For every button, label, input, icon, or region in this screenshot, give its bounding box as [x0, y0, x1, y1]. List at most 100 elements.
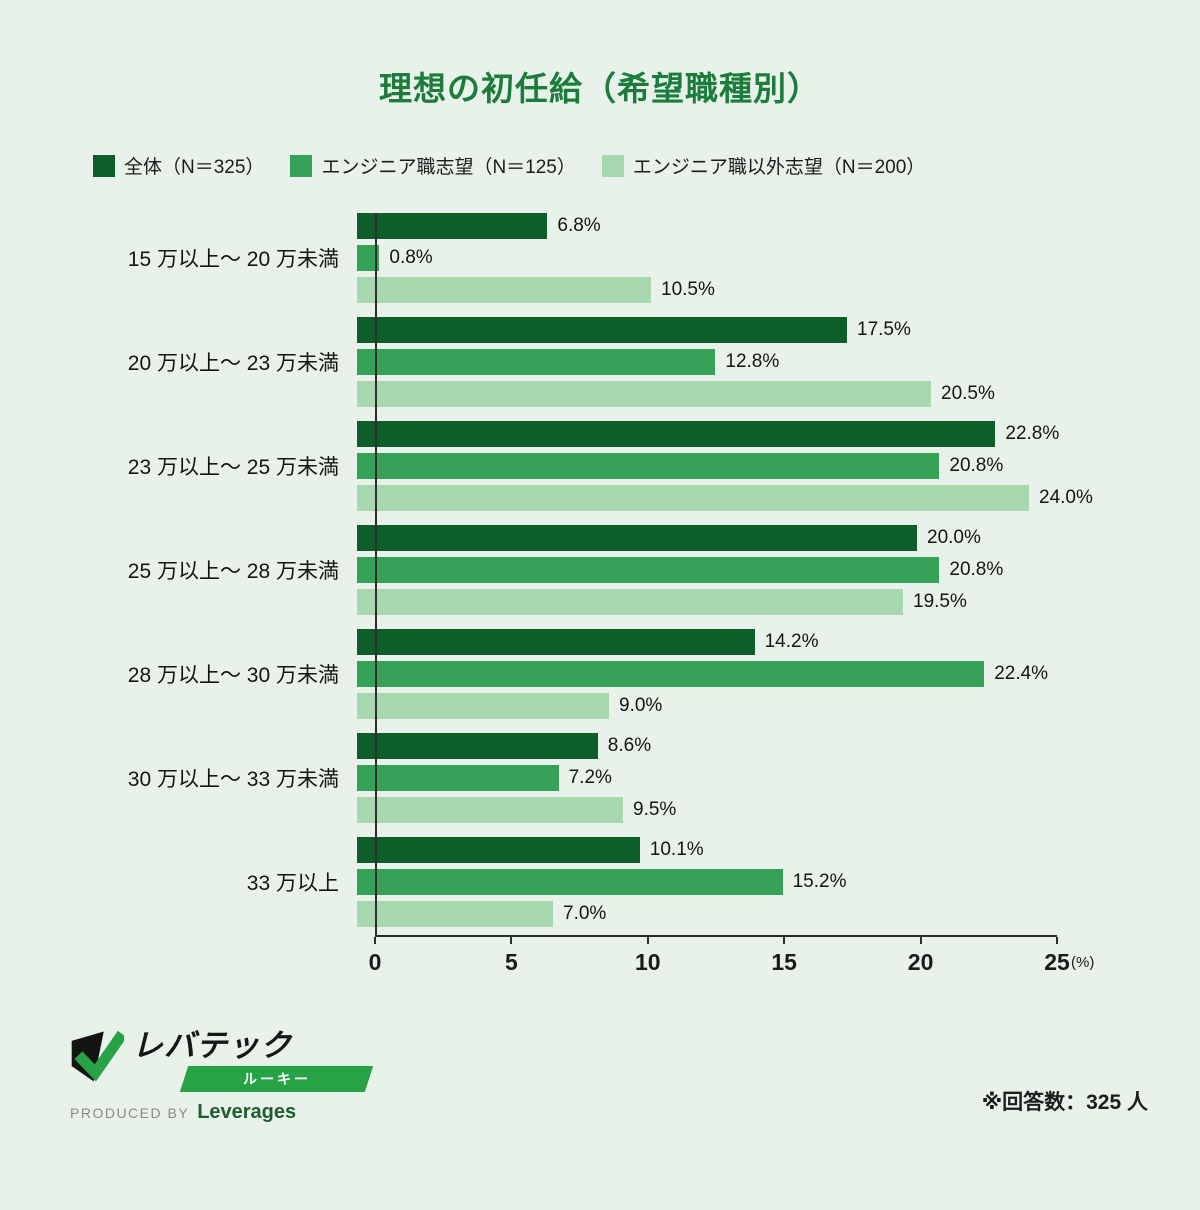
- bar-line: 24.0%: [357, 485, 1093, 511]
- logo-badge-label: ルーキー: [242, 1071, 311, 1088]
- bar: [357, 317, 847, 343]
- bar-value: 8.6%: [607, 735, 652, 756]
- bar-line: 6.8%: [357, 213, 1057, 239]
- bar-group: 22.8% 20.8% 24.0%: [357, 421, 1093, 511]
- bar: [357, 245, 380, 271]
- bar: [357, 901, 553, 927]
- bar-line: 17.5%: [357, 317, 1057, 343]
- chart-row: 28 万以上〜 30 万未満 14.2% 22.4% 9.0%: [85, 629, 1057, 719]
- respondent-count: ※回答数：325 人: [981, 1091, 1148, 1115]
- bar-line: 0.8%: [357, 245, 1057, 271]
- bar-group: 10.1% 15.2% 7.0%: [357, 837, 1057, 927]
- category-label: 20 万以上〜 23 万未満: [127, 352, 339, 375]
- bar-line: 22.8%: [357, 421, 1060, 447]
- legend-swatch: [601, 154, 624, 177]
- bar-line: 19.5%: [357, 589, 1057, 615]
- bar-line: 10.5%: [357, 277, 1057, 303]
- chart-row: 30 万以上〜 33 万未満 8.6% 7.2% 9.5%: [85, 733, 1057, 823]
- chart: 15 万以上〜 20 万未満 6.8% 0.8% 10.5% 20 万以上〜 23 万未…: [85, 213, 1094, 983]
- infographic: 理想の初任給（希望職種別） 全体（N＝325） エンジニア職志望（N＝125） エン…: [0, 62, 1200, 1124]
- bar-value: 24.0%: [1039, 487, 1093, 508]
- bar-line: 10.1%: [357, 837, 1057, 863]
- logo-badge: ルーキー: [179, 1066, 374, 1093]
- chart-row: 23 万以上〜 25 万未満 22.8% 20.8% 24.0%: [85, 421, 1093, 511]
- bar-value: 9.5%: [633, 799, 677, 820]
- x-tick-label: 10: [635, 949, 661, 975]
- bar-value: 7.0%: [563, 903, 607, 924]
- bar-value: 22.4%: [994, 663, 1049, 684]
- bar-line: 20.0%: [357, 525, 1057, 551]
- legend-label: 全体（N＝325）: [124, 157, 265, 178]
- legend-label: エンジニア職志望（N＝125）: [321, 157, 576, 178]
- bar: [357, 525, 917, 551]
- bar-line: 8.6%: [357, 733, 1057, 759]
- bar-value: 0.8%: [389, 247, 433, 268]
- legend-item: エンジニア職志望（N＝125）: [290, 152, 576, 179]
- bar: [357, 661, 985, 687]
- logo-brand: レバテック: [132, 1028, 292, 1063]
- category-label: 23 万以上〜 25 万未満: [127, 456, 339, 479]
- bar: [357, 421, 996, 447]
- bar: [357, 349, 716, 375]
- logo-text-block: レバテック ルーキー: [132, 1028, 374, 1093]
- category-label: 30 万以上〜 33 万未満: [127, 768, 339, 791]
- bar-value: 10.1%: [649, 839, 704, 860]
- bar-group: 17.5% 12.8% 20.5%: [357, 317, 1057, 407]
- bar: [357, 629, 755, 655]
- produced-by: PRODUCED BY Leverages: [70, 1101, 369, 1124]
- chart-title: 理想の初任給（希望職種別）: [379, 70, 821, 107]
- bar: [357, 557, 940, 583]
- category-label: 25 万以上〜 28 万未満: [127, 560, 339, 583]
- category-label: 28 万以上〜 30 万未満: [127, 664, 339, 687]
- bar-line: 20.8%: [357, 453, 1057, 479]
- x-tick-label: 25: [1044, 949, 1070, 975]
- bar-value: 20.8%: [949, 559, 1004, 580]
- bar-value: 17.5%: [857, 319, 911, 340]
- bar: [357, 869, 783, 895]
- bar: [357, 213, 548, 239]
- category-label: 15 万以上〜 20 万未満: [127, 248, 339, 271]
- bar-line: 7.0%: [357, 901, 1057, 927]
- x-tick-label: 15: [771, 949, 797, 975]
- x-tick-label: 0: [368, 949, 382, 975]
- bar: [357, 765, 559, 791]
- bar-group: 6.8% 0.8% 10.5%: [357, 213, 1057, 303]
- x-tick-label: 20: [907, 949, 934, 975]
- bar: [357, 693, 609, 719]
- chart-row: 20 万以上〜 23 万未満 17.5% 12.8% 20.5%: [85, 317, 1057, 407]
- bar-value: 15.2%: [792, 871, 847, 892]
- bar-value: 22.8%: [1005, 423, 1060, 444]
- bar-value: 7.2%: [568, 767, 612, 788]
- bar-value: 20.8%: [949, 455, 1004, 476]
- bar: [357, 837, 640, 863]
- footer: レバテック ルーキー PRODUCED BY Leverages ※回答数：32…: [70, 1028, 1148, 1124]
- produced-by-label: PRODUCED BY: [70, 1105, 190, 1122]
- legend-item: 全体（N＝325）: [93, 152, 264, 179]
- x-tick: [510, 937, 513, 944]
- bar-line: 15.2%: [357, 869, 1057, 895]
- bar-line: 7.2%: [357, 765, 1057, 791]
- logo: レバテック ルーキー PRODUCED BY Leverages: [70, 1028, 374, 1124]
- bar-value: 14.2%: [764, 631, 819, 652]
- legend-swatch: [290, 154, 313, 177]
- x-tick: [919, 937, 922, 944]
- bar-line: 9.5%: [357, 797, 1057, 823]
- logo-top: レバテック ルーキー: [70, 1028, 374, 1093]
- x-tick: [783, 937, 786, 944]
- bar: [357, 797, 623, 823]
- bar-value: 10.5%: [661, 279, 715, 300]
- chart-row: 25 万以上〜 28 万未満 20.0% 20.8% 19.5%: [85, 525, 1057, 615]
- bar-group: 20.0% 20.8% 19.5%: [357, 525, 1057, 615]
- legend: 全体（N＝325） エンジニア職志望（N＝125） エンジニア職以外志望（N＝200…: [93, 152, 1200, 179]
- chart-row: 33 万以上 10.1% 15.2% 7.0%: [85, 837, 1057, 927]
- bar-line: 20.8%: [357, 557, 1057, 583]
- bar-line: 20.5%: [357, 381, 1057, 407]
- logo-check-icon: [70, 1029, 124, 1083]
- x-axis: 0 5 10 15 20 25 (%): [369, 935, 1094, 983]
- chart-rows: 15 万以上〜 20 万未満 6.8% 0.8% 10.5% 20 万以上〜 23 万未…: [85, 213, 1093, 935]
- bar-line: 12.8%: [357, 349, 1057, 375]
- bar: [357, 733, 598, 759]
- x-tick: [646, 937, 649, 944]
- bar-value: 12.8%: [725, 351, 780, 372]
- bar: [357, 589, 903, 615]
